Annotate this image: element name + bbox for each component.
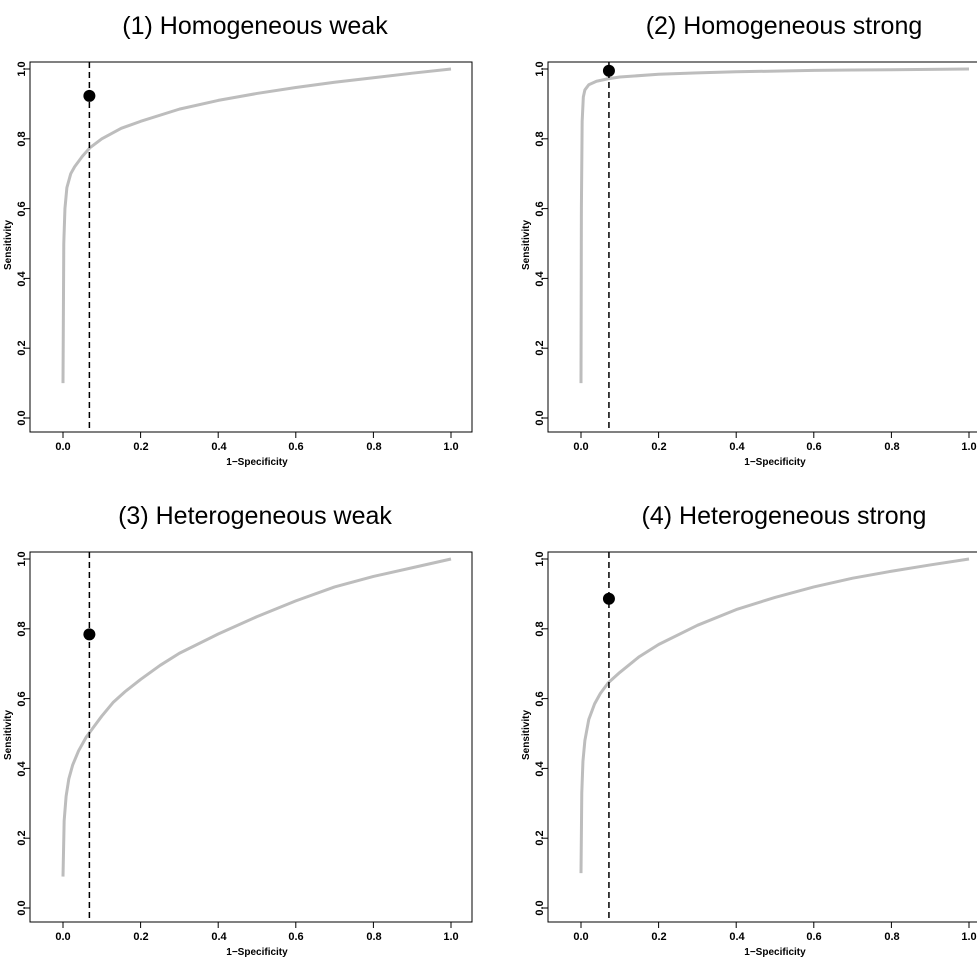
panel-3-title: (3) Heterogeneous weak bbox=[118, 502, 392, 530]
panel-4-x-tick-label: 0.4 bbox=[729, 931, 745, 943]
panel-4-y-tick-label: 0.0 bbox=[534, 900, 546, 915]
panel-2-y-tick-label: 0.8 bbox=[534, 131, 546, 146]
panel-4-x-tick-label: 0.8 bbox=[884, 931, 899, 943]
panel-3-y-tick-label: 0.4 bbox=[16, 760, 28, 776]
panel-2-roc-curve bbox=[579, 67, 970, 384]
panel-1-y-tick-label: 0.8 bbox=[16, 131, 28, 146]
panel-1-plot-frame bbox=[29, 61, 473, 433]
panel-1-title: (1) Homogeneous weak bbox=[122, 12, 388, 40]
panel-2-summary-point bbox=[602, 64, 615, 77]
panel-1-x-ticks: 0.0 0.2 0.4 0.6 0.8 1.0 bbox=[55, 432, 459, 453]
panel-3-x-tick-label: 1.0 bbox=[443, 931, 458, 943]
panel-3: (3) Heterogeneous weak 0.0 0.2 0.4 0.6 0… bbox=[3, 502, 473, 958]
panel-1-y-tick-label: 0.4 bbox=[16, 270, 28, 286]
panel-2-x-tick-label: 0.2 bbox=[651, 441, 666, 453]
panel-1-y-ticks: 0.0 0.2 0.4 0.6 0.8 1.0 bbox=[16, 61, 30, 426]
panel-4-y-tick-label: 1.0 bbox=[534, 551, 546, 566]
panel-1-x-tick-label: 1.0 bbox=[443, 441, 458, 453]
panel-4: (4) Heterogeneous strong 0.0 0.2 0.4 0.6… bbox=[521, 502, 977, 958]
panel-4-x-tick-label: 0.0 bbox=[573, 931, 588, 943]
panel-3-y-tick-label: 0.0 bbox=[16, 900, 28, 915]
panel-2-y-tick-label: 0.0 bbox=[534, 410, 546, 425]
panel-3-x-tick-label: 0.8 bbox=[366, 931, 381, 943]
panel-3-y-tick-label: 0.2 bbox=[16, 830, 28, 845]
panel-2-y-tick-label: 0.4 bbox=[534, 270, 546, 286]
panel-2-plot-frame bbox=[547, 61, 977, 433]
panel-2-x-tick-label: 1.0 bbox=[961, 441, 976, 453]
panel-1-y-tick-label: 1.0 bbox=[16, 61, 28, 76]
panel-2-x-ticks: 0.0 0.2 0.4 0.6 0.8 1.0 bbox=[573, 432, 977, 453]
panel-1-roc-curve bbox=[61, 67, 452, 384]
panel-4-plot-area bbox=[579, 552, 970, 922]
panel-1: (1) Homogeneous weak 0.0 0.2 0.4 0.6 0.8… bbox=[3, 12, 473, 468]
panel-3-plot-frame bbox=[29, 551, 473, 923]
panel-4-x-ticks: 0.0 0.2 0.4 0.6 0.8 1.0 bbox=[573, 922, 977, 943]
panel-1-plot-area bbox=[61, 62, 452, 432]
panel-1-y-tick-label: 0.0 bbox=[16, 410, 28, 425]
panel-4-y-tick-label: 0.2 bbox=[534, 830, 546, 845]
panel-2-y-tick-label: 1.0 bbox=[534, 61, 546, 76]
panel-2: (2) Homogeneous strong 0.0 0.2 0.4 0.6 0… bbox=[521, 12, 977, 468]
panel-3-x-tick-label: 0.0 bbox=[55, 931, 70, 943]
panel-4-x-tick-label: 0.6 bbox=[806, 931, 821, 943]
panel-4-roc-curve bbox=[579, 557, 970, 874]
panel-2-y-axis-label: Sensitivity bbox=[521, 220, 532, 270]
panel-3-x-tick-label: 0.6 bbox=[288, 931, 303, 943]
panel-3-x-axis-label: 1−Specificity bbox=[226, 947, 288, 958]
panel-3-y-tick-label: 1.0 bbox=[16, 551, 28, 566]
panel-2-x-tick-label: 0.4 bbox=[729, 441, 745, 453]
panel-4-y-tick-label: 0.6 bbox=[534, 691, 546, 706]
panel-1-y-axis-label: Sensitivity bbox=[3, 220, 14, 270]
panel-1-x-tick-label: 0.4 bbox=[211, 441, 227, 453]
panel-3-y-tick-label: 0.6 bbox=[16, 691, 28, 706]
panel-3-x-tick-label: 0.2 bbox=[133, 931, 148, 943]
panel-3-y-axis-label: Sensitivity bbox=[3, 710, 14, 760]
panel-1-x-tick-label: 0.8 bbox=[366, 441, 381, 453]
panel-4-x-tick-label: 1.0 bbox=[961, 931, 976, 943]
panel-4-y-tick-label: 0.8 bbox=[534, 621, 546, 636]
panel-1-y-tick-label: 0.2 bbox=[16, 340, 28, 355]
panel-2-x-tick-label: 0.6 bbox=[806, 441, 821, 453]
panel-1-x-axis-label: 1−Specificity bbox=[226, 457, 288, 468]
panel-4-plot-frame bbox=[547, 551, 977, 923]
panel-2-y-ticks: 0.0 0.2 0.4 0.6 0.8 1.0 bbox=[534, 61, 548, 426]
panel-2-title: (2) Homogeneous strong bbox=[646, 12, 923, 40]
panel-4-y-axis-label: Sensitivity bbox=[521, 710, 532, 760]
panel-4-x-tick-label: 0.2 bbox=[651, 931, 666, 943]
panel-2-plot-area bbox=[579, 62, 970, 432]
panel-3-plot-area bbox=[61, 552, 452, 922]
panel-4-x-axis-label: 1−Specificity bbox=[744, 947, 806, 958]
panel-3-y-tick-label: 0.8 bbox=[16, 621, 28, 636]
panel-3-y-ticks: 0.0 0.2 0.4 0.6 0.8 1.0 bbox=[16, 551, 30, 916]
panel-4-y-ticks: 0.0 0.2 0.4 0.6 0.8 1.0 bbox=[534, 551, 548, 916]
panel-4-summary-point bbox=[602, 592, 615, 605]
panel-1-x-tick-label: 0.2 bbox=[133, 441, 148, 453]
panel-3-x-tick-label: 0.4 bbox=[211, 931, 227, 943]
panel-3-roc-curve bbox=[61, 557, 452, 877]
panel-3-x-ticks: 0.0 0.2 0.4 0.6 0.8 1.0 bbox=[55, 922, 459, 943]
panel-1-x-tick-label: 0.6 bbox=[288, 441, 303, 453]
panel-4-title: (4) Heterogeneous strong bbox=[642, 502, 927, 530]
panel-2-y-tick-label: 0.6 bbox=[534, 201, 546, 216]
panel-1-y-tick-label: 0.6 bbox=[16, 201, 28, 216]
panel-2-x-axis-label: 1−Specificity bbox=[744, 457, 806, 468]
panel-2-x-tick-label: 0.8 bbox=[884, 441, 899, 453]
panel-2-y-tick-label: 0.2 bbox=[534, 340, 546, 355]
panel-1-x-tick-label: 0.0 bbox=[55, 441, 70, 453]
panel-4-y-tick-label: 0.4 bbox=[534, 760, 546, 776]
panel-2-x-tick-label: 0.0 bbox=[573, 441, 588, 453]
